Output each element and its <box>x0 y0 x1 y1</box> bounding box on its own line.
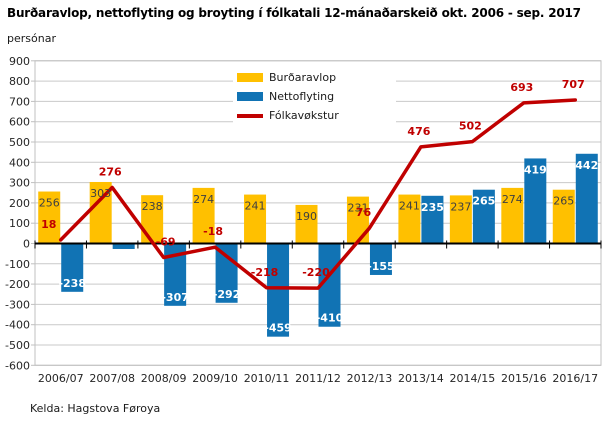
bar-label: 274 <box>502 193 523 206</box>
legend-item-nettoflyting: Nettoflyting <box>233 87 396 106</box>
bar-label: -410 <box>316 312 344 325</box>
bar-burdaravlop <box>501 187 524 244</box>
y-axis-label: 900 <box>9 55 30 68</box>
legend-label-folkavokstur: Fólkavøkstur <box>269 109 339 122</box>
x-axis-label: 2010/11 <box>244 372 290 385</box>
x-axis-label: 2009/10 <box>192 372 238 385</box>
legend-swatch-burdaravlop <box>237 73 263 82</box>
bar-nettoflyting <box>472 189 495 244</box>
y-axis-label: -300 <box>5 298 30 311</box>
bar-burdaravlop <box>346 196 369 244</box>
bar-burdaravlop <box>295 204 318 244</box>
bar-nettoflyting <box>369 243 392 275</box>
bar-nettoflyting <box>164 243 187 306</box>
bar-label: 303 <box>90 187 111 200</box>
bar-label: -307 <box>161 291 189 304</box>
bar-label: 274 <box>193 193 214 206</box>
y-axis-label: 700 <box>9 95 30 108</box>
y-axis-label: 400 <box>9 156 30 169</box>
x-axis-label: 2008/09 <box>141 372 187 385</box>
bar-nettoflyting <box>267 243 290 337</box>
legend-swatch-nettoflyting <box>237 92 263 101</box>
y-axis-label: 0 <box>23 238 30 251</box>
chart-title: Burðaravlop, nettoflyting og broyting í … <box>7 6 581 20</box>
bar-nettoflyting <box>421 195 444 244</box>
y-axis-label: -400 <box>5 319 30 332</box>
bar-label: -155 <box>367 260 395 273</box>
bar-label: 237 <box>450 200 471 213</box>
bar-burdaravlop <box>398 194 421 244</box>
line-label: -218 <box>251 266 279 279</box>
line-label: 502 <box>459 120 482 133</box>
x-axis-label: 2013/14 <box>398 372 444 385</box>
bar-label: -238 <box>58 277 86 290</box>
y-axis-label: 800 <box>9 75 30 88</box>
y-axis-label: -100 <box>5 258 30 271</box>
bar-label: 241 <box>399 200 420 213</box>
legend-label-nettoflyting: Nettoflyting <box>269 90 335 103</box>
y-axis-label: -500 <box>5 339 30 352</box>
line-label: 693 <box>510 81 533 94</box>
x-axis-label: 2015/16 <box>501 372 547 385</box>
bar-burdaravlop <box>449 195 472 244</box>
legend: Burðaravlop Nettoflyting Fólkavøkstur <box>233 68 396 125</box>
x-axis-label: 2016/17 <box>552 372 598 385</box>
line-label: 276 <box>99 165 122 178</box>
source-note: Kelda: Hagstova Føroya <box>30 402 161 415</box>
bar-label: 238 <box>142 200 163 213</box>
line-label: -220 <box>302 266 330 279</box>
y-axis-label: -600 <box>5 359 30 372</box>
bar-burdaravlop <box>552 189 575 244</box>
bar-label: 241 <box>245 200 266 213</box>
bar-nettoflyting <box>524 158 547 244</box>
bar-label: 265 <box>472 195 495 208</box>
bar-nettoflyting <box>215 243 238 303</box>
bar-label: 235 <box>421 201 444 214</box>
bar-burdaravlop <box>244 194 267 244</box>
x-axis-label: 2011/12 <box>295 372 341 385</box>
bar-label: 190 <box>296 210 317 223</box>
line-label: 76 <box>356 206 372 219</box>
y-axis-label: 100 <box>9 217 30 230</box>
line-label: -69 <box>156 236 176 249</box>
y-axis-label: 500 <box>9 136 30 149</box>
y-axis-label: 600 <box>9 116 30 129</box>
bar-label: 231 <box>347 202 368 215</box>
legend-label-burdaravlop: Burðaravlop <box>269 71 337 84</box>
plot-border <box>34 60 602 366</box>
bar-label: -459 <box>264 322 292 335</box>
line-label: 476 <box>407 125 430 138</box>
line-label: 18 <box>41 218 56 231</box>
bar-burdaravlop <box>38 191 61 244</box>
line-label: 707 <box>562 78 585 91</box>
bar-label: 256 <box>39 197 60 210</box>
x-axis-label: 2014/15 <box>450 372 496 385</box>
legend-swatch-folkavokstur <box>237 113 263 118</box>
y-axis-unit-label: persónar <box>7 32 56 45</box>
bar-nettoflyting <box>575 153 598 244</box>
bar-nettoflyting <box>318 243 341 327</box>
x-axis-label: 2007/08 <box>89 372 135 385</box>
bar-nettoflyting <box>61 243 84 292</box>
bar-burdaravlop <box>89 181 112 244</box>
legend-item-folkavokstur: Fólkavøkstur <box>233 106 396 125</box>
bar-nettoflyting <box>112 243 135 249</box>
bar-label: -292 <box>213 288 241 301</box>
y-axis-label: -200 <box>5 278 30 291</box>
y-axis-label: 300 <box>9 177 30 190</box>
line-folkavokstur <box>58 98 578 290</box>
bar-label: 442 <box>575 159 598 172</box>
bar-label: 419 <box>524 163 547 176</box>
bar-label: 265 <box>553 195 574 208</box>
legend-item-burdaravlop: Burðaravlop <box>233 68 396 87</box>
line-label: -18 <box>203 225 223 238</box>
bar-burdaravlop <box>192 187 215 244</box>
x-axis-label: 2006/07 <box>38 372 84 385</box>
y-axis-label: 200 <box>9 197 30 210</box>
x-axis-label: 2012/13 <box>347 372 393 385</box>
